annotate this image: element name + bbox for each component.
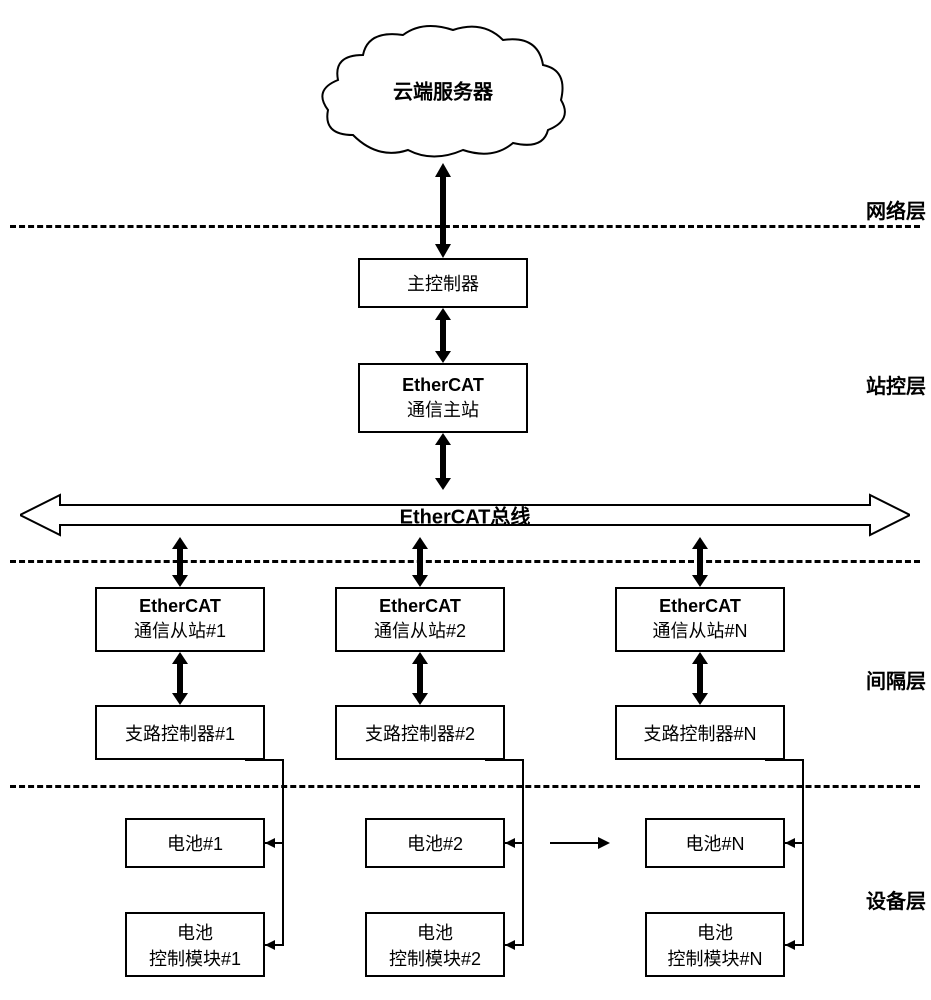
master-station-l2: 通信主站: [407, 396, 479, 422]
bm3-l2: 控制模块#N: [667, 945, 762, 971]
slave-2: EtherCAT 通信从站#2: [335, 587, 505, 652]
branch-3: 支路控制器#N: [615, 705, 785, 760]
bm2-l1: 电池: [417, 919, 453, 945]
branch3-label: 支路控制器#N: [643, 720, 756, 746]
bm3-l1: 电池: [697, 919, 733, 945]
slave2-l1: EtherCAT: [379, 596, 461, 617]
arrow-bus-slave3: [690, 537, 710, 587]
cloud-label: 云端服务器: [393, 76, 493, 105]
layer-station: 站控层: [866, 370, 926, 399]
slave1-l2: 通信从站#1: [134, 617, 226, 643]
bus-label: EtherCAT总线: [400, 501, 531, 530]
bm1-l1: 电池: [177, 919, 213, 945]
battery-module-2: 电池 控制模块#2: [365, 912, 505, 977]
arrow-cloud-main: [433, 163, 453, 258]
battery-3: 电池#N: [645, 818, 785, 868]
bm2-l2: 控制模块#2: [389, 945, 481, 971]
branch-1: 支路控制器#1: [95, 705, 265, 760]
main-controller: 主控制器: [358, 258, 528, 308]
slave-3: EtherCAT 通信从站#N: [615, 587, 785, 652]
battery3-label: 电池#N: [685, 830, 744, 856]
slave-1: EtherCAT 通信从站#1: [95, 587, 265, 652]
master-station: EtherCAT 通信主站: [358, 363, 528, 433]
battery1-label: 电池#1: [167, 830, 223, 856]
branch1-label: 支路控制器#1: [125, 720, 235, 746]
slave2-l2: 通信从站#2: [374, 617, 466, 643]
master-station-l1: EtherCAT: [402, 375, 484, 396]
battery-1: 电池#1: [125, 818, 265, 868]
arrow-bus-slave1: [170, 537, 190, 587]
arrow-slave-branch3: [690, 652, 710, 705]
layer-device: 设备层: [866, 885, 926, 914]
battery-module-3: 电池 控制模块#N: [645, 912, 785, 977]
slave1-l1: EtherCAT: [139, 596, 221, 617]
dashed-1: [10, 225, 920, 228]
slave3-l2: 通信从站#N: [652, 617, 747, 643]
cloud-server: 云端服务器: [313, 15, 573, 165]
battery-2: 电池#2: [365, 818, 505, 868]
dashed-3: [10, 785, 920, 788]
arrow-bus-slave2: [410, 537, 430, 587]
branch2-label: 支路控制器#2: [365, 720, 475, 746]
ethercat-bus: EtherCAT总线: [20, 490, 910, 540]
arrow-main-master: [433, 308, 453, 363]
layer-interval: 间隔层: [866, 665, 926, 694]
slave3-l1: EtherCAT: [659, 596, 741, 617]
layer-network: 网络层: [866, 195, 926, 224]
battery-module-1: 电池 控制模块#1: [125, 912, 265, 977]
battery2-label: 电池#2: [407, 830, 463, 856]
arrow-slave-branch1: [170, 652, 190, 705]
dashed-2: [10, 560, 920, 563]
arrow-master-bus: [433, 433, 453, 490]
branch-2: 支路控制器#2: [335, 705, 505, 760]
main-controller-label: 主控制器: [407, 270, 479, 296]
bm1-l2: 控制模块#1: [149, 945, 241, 971]
arrow-slave-branch2: [410, 652, 430, 705]
